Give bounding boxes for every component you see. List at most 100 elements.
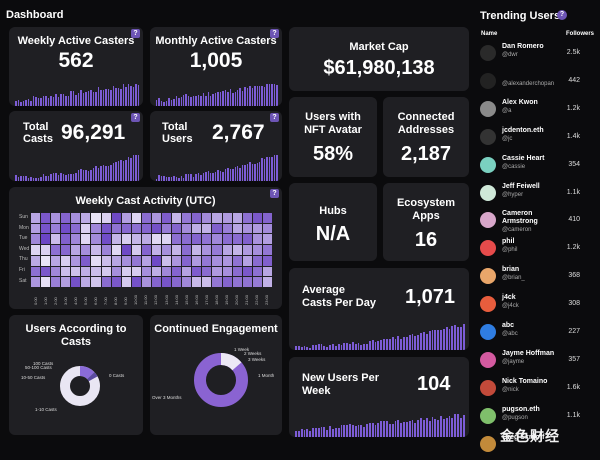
sparkline-bar xyxy=(397,336,400,350)
heatmap-cell xyxy=(182,245,192,255)
trending-user-row[interactable]: abc @abc 227 xyxy=(478,320,594,348)
trending-user-row[interactable]: phil @phil 1.2k xyxy=(478,236,594,264)
heatmap-cell xyxy=(262,213,272,223)
heatmap-cell xyxy=(222,255,232,266)
heatmap-cell xyxy=(242,255,252,266)
sparkline-bar xyxy=(60,173,62,181)
sparkline-bar xyxy=(30,100,32,106)
sparkline-bar xyxy=(47,98,49,106)
heatmap-cell xyxy=(51,255,61,266)
sparkline-bar xyxy=(251,88,254,106)
sparkline-bar xyxy=(263,159,266,181)
sparkline-bar xyxy=(42,174,44,181)
sparkline-bar xyxy=(47,175,49,181)
avatar xyxy=(480,45,496,61)
trending-user-row[interactable]: Jeff Feiwell @hyper 1.1k xyxy=(478,181,594,209)
card-value: 2,767 xyxy=(212,121,265,144)
sparkline-bar xyxy=(27,98,29,106)
card-value: N/A xyxy=(315,223,351,245)
heatmap-cell xyxy=(101,277,111,287)
trending-user-row[interactable]: jcdenton.eth @jc 1.4k xyxy=(478,125,594,153)
sparkline-bar xyxy=(232,92,234,106)
sparkline-bar xyxy=(239,167,241,181)
heatmap-cell xyxy=(81,245,91,255)
sparkline-bar xyxy=(309,347,312,350)
trending-user-row[interactable]: Cameron Armstrong @cameron 410 xyxy=(478,208,594,236)
follower-count: 410 xyxy=(568,216,580,224)
heatmap-hour-label: 13:00 xyxy=(163,294,169,305)
heatmap-cell xyxy=(31,234,41,245)
trending-user-row[interactable]: Dan Romero @dwr 2.5k xyxy=(478,41,594,69)
sparkline-bar xyxy=(457,326,459,350)
sparkline-bar xyxy=(192,176,195,181)
trending-user-row[interactable]: @alexanderchopan 442 xyxy=(478,69,594,97)
card-title: Average Casts Per Day xyxy=(302,284,376,309)
heatmap-hour-label: 16:00 xyxy=(193,294,199,305)
sparkline-bar xyxy=(405,422,408,437)
trending-user-row[interactable]: Alex Kwon @a 1.2k xyxy=(478,97,594,125)
heatmap-hour-label: 11:00 xyxy=(143,295,149,305)
heatmap-cell xyxy=(91,245,101,255)
help-icon[interactable]: ? xyxy=(557,10,567,20)
trending-user-row[interactable]: Greg Skriloff xyxy=(478,432,594,460)
sparkline-bar xyxy=(95,166,97,181)
trending-user-row[interactable]: Jayme Hoffman @jayme 357 xyxy=(478,348,594,376)
donut-chart xyxy=(59,365,101,407)
heatmap-cell xyxy=(71,245,81,255)
trending-user-row[interactable]: j4ck @j4ck 308 xyxy=(478,292,594,320)
sparkline-bar xyxy=(400,423,403,437)
heatmap-cell xyxy=(192,213,202,223)
trending-user-row[interactable]: Cassie Heart @cassie 354 xyxy=(478,153,594,181)
heatmap-cell xyxy=(141,277,151,287)
hubs-card: Hubs N/A xyxy=(289,183,377,261)
trending-user-row[interactable]: pugson.eth @pugson 1.1k xyxy=(478,404,594,432)
follower-count: 1.6k xyxy=(566,383,580,391)
heatmap-cell xyxy=(242,223,252,234)
heatmap-cell xyxy=(202,223,212,234)
heatmap-cell xyxy=(151,234,162,245)
sparkline-bar xyxy=(32,177,34,181)
sparkline-bar xyxy=(180,96,182,106)
heatmap-cell xyxy=(61,213,71,223)
trending-user-row[interactable]: brian @brian_ 368 xyxy=(478,264,594,292)
user-handle: @abc xyxy=(502,331,518,337)
sparkline-bar xyxy=(300,347,303,350)
heatmap-cell xyxy=(262,234,272,245)
sparkline-bar xyxy=(236,90,239,106)
sparkline-bar xyxy=(75,94,77,106)
sparkline-bar xyxy=(306,428,309,437)
help-icon[interactable]: ? xyxy=(131,29,140,38)
sparkline-bar xyxy=(434,329,437,350)
user-handle: @jayme xyxy=(502,358,525,365)
sparkline-bar xyxy=(165,100,168,106)
sparkline-bar xyxy=(57,174,59,181)
heatmap-cell xyxy=(151,277,162,287)
heatmap-cell xyxy=(131,266,141,277)
sparkline-bar xyxy=(268,84,271,106)
sparkline-bar xyxy=(170,100,173,106)
heatmap-cell xyxy=(242,234,252,245)
avatar xyxy=(480,435,496,452)
sparkline-bar xyxy=(80,169,82,181)
heatmap-cell xyxy=(91,213,101,223)
sparkline-bar xyxy=(440,415,442,437)
heatmap-cell xyxy=(262,277,272,287)
sparkline-bar xyxy=(60,94,62,106)
sparkline-bar xyxy=(343,343,346,350)
sparkline-bar xyxy=(214,172,217,181)
heatmap-cell xyxy=(262,255,272,266)
heatmap-cell xyxy=(101,266,111,277)
heatmap-cell xyxy=(111,277,121,287)
trending-user-row[interactable]: Nick Tomaino @nick 1.6k xyxy=(478,376,594,404)
card-value: 1,005 xyxy=(189,49,243,72)
heatmap-cell xyxy=(252,245,262,255)
sparkline-bar xyxy=(434,418,437,437)
help-icon[interactable]: ? xyxy=(270,189,279,198)
help-icon[interactable]: ? xyxy=(270,29,279,38)
heatmap-cell xyxy=(151,213,162,223)
heatmap-cell xyxy=(31,255,41,266)
help-icon[interactable]: ? xyxy=(131,113,140,122)
heatmap-hour-label: 9:00 xyxy=(123,297,129,305)
sparkline-bar xyxy=(297,430,300,437)
help-icon[interactable]: ? xyxy=(270,113,279,122)
